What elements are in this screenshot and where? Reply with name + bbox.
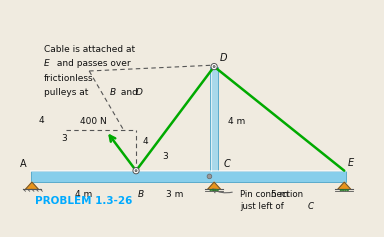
Text: Pin connection: Pin connection [240,190,303,199]
Circle shape [347,189,349,191]
Text: A: A [20,159,27,169]
Polygon shape [25,182,38,189]
Text: 4 m: 4 m [75,190,93,199]
Bar [210,67,218,171]
Text: B: B [110,88,116,97]
Text: 4: 4 [38,116,44,125]
Text: D: D [220,53,227,63]
Text: 400 N: 400 N [80,117,107,126]
Circle shape [212,189,214,191]
Text: 4: 4 [142,137,148,146]
Circle shape [340,189,342,191]
Text: 3: 3 [61,134,67,143]
Text: E: E [44,59,50,68]
Text: D: D [136,88,143,97]
Text: frictionless: frictionless [44,74,93,83]
Text: just left of: just left of [240,202,286,211]
Text: C: C [223,159,230,169]
Circle shape [217,189,218,191]
Text: and: and [118,88,141,97]
Text: PROBLEM 1.3-26: PROBLEM 1.3-26 [35,196,132,206]
Text: and passes over: and passes over [53,59,130,68]
Text: 3 m: 3 m [166,190,184,199]
Polygon shape [338,182,351,189]
Circle shape [133,168,139,174]
Text: B: B [137,190,144,199]
Text: 3: 3 [162,152,167,161]
Circle shape [210,189,212,191]
Text: C: C [308,202,314,211]
Circle shape [211,64,217,70]
Circle shape [135,170,137,172]
Circle shape [213,66,215,68]
Circle shape [207,174,212,179]
Circle shape [342,189,344,191]
Polygon shape [208,182,221,189]
Text: 5 m: 5 m [270,190,288,199]
Bar [31,171,346,182]
Circle shape [214,189,216,191]
Circle shape [344,189,346,191]
Text: E: E [348,158,354,168]
Text: Cable is attached at: Cable is attached at [44,45,135,54]
Text: pulleys at: pulleys at [44,88,91,97]
Text: 4 m: 4 m [228,117,246,126]
